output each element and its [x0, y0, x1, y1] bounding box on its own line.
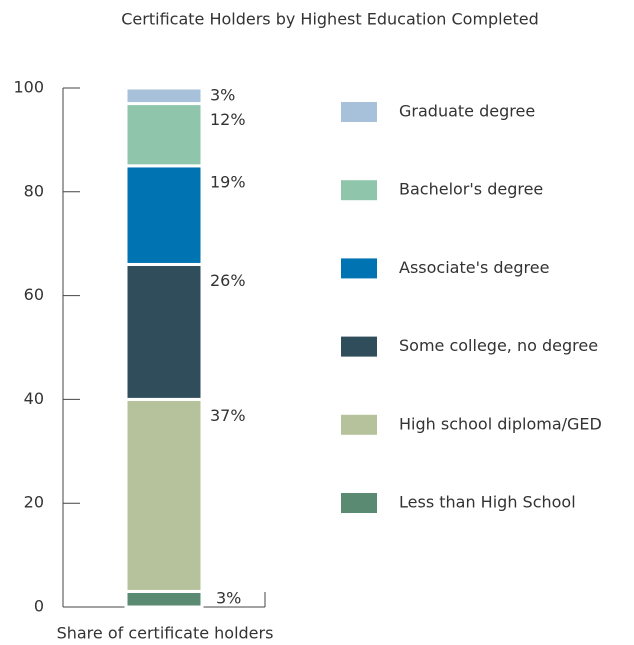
- legend-swatch: [341, 180, 377, 201]
- legend-swatch: [341, 258, 377, 279]
- legend-swatch: [341, 336, 377, 357]
- value-label: 3%: [210, 85, 235, 104]
- bar-segment: [124, 589, 204, 609]
- legend-swatch: [341, 102, 377, 122]
- legend-label: Associate's degree: [399, 258, 549, 277]
- bar-segment: [124, 102, 204, 168]
- bar-segment: [124, 397, 204, 593]
- legend-label: Graduate degree: [399, 102, 535, 121]
- legend-label: High school diploma/GED: [399, 414, 602, 433]
- value-label: 12%: [210, 110, 246, 129]
- y-tick-label: 60: [24, 285, 44, 304]
- y-tick-label: 0: [34, 597, 44, 616]
- chart-title: Certificate Holders by Highest Education…: [121, 10, 539, 29]
- y-tick-label: 20: [24, 493, 44, 512]
- bar-segment: [124, 86, 204, 106]
- legend-label: Less than High School: [399, 493, 576, 512]
- y-tick-label: 100: [13, 78, 44, 97]
- legend-swatch: [341, 414, 377, 435]
- y-tick-label: 40: [24, 389, 44, 408]
- value-label: 26%: [210, 271, 246, 290]
- legend-label: Bachelor's degree: [399, 180, 543, 199]
- bar-segment: [124, 262, 204, 401]
- legend-swatch: [341, 493, 377, 513]
- y-tick-label: 80: [24, 181, 44, 200]
- bar-segment: [124, 164, 204, 266]
- value-label: 37%: [210, 406, 246, 425]
- x-axis-label: Share of certificate holders: [57, 624, 274, 643]
- value-label: 3%: [216, 589, 241, 608]
- value-label: 19%: [210, 172, 246, 191]
- legend-label: Some college, no degree: [399, 336, 598, 355]
